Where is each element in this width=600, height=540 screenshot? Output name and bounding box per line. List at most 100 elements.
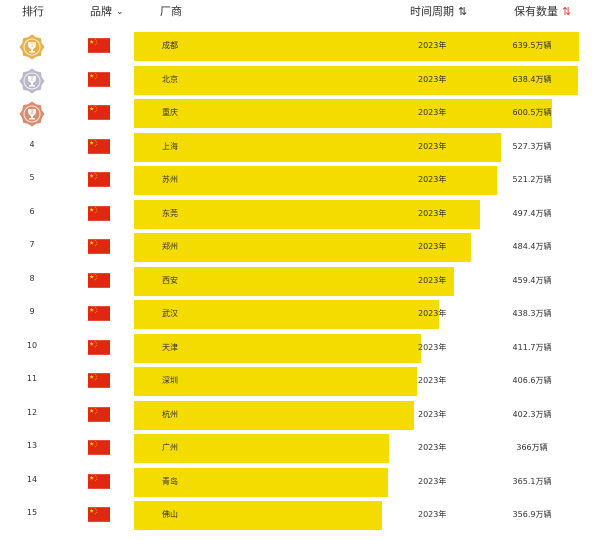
table-row[interactable]: 15 佛山 2023年 356.9万辆 bbox=[0, 499, 600, 533]
table-row[interactable]: 11 深圳 2023年 406.6万辆 bbox=[0, 365, 600, 399]
value-label: 638.4万辆 bbox=[512, 74, 552, 84]
city-label: 郑州 bbox=[162, 242, 178, 251]
bar bbox=[134, 300, 439, 329]
city-label: 天津 bbox=[162, 342, 178, 352]
header-maker: 厂商 bbox=[160, 5, 182, 18]
table-row[interactable]: 10 天津 2023年 411.7万辆 bbox=[0, 332, 600, 366]
city-label: 深圳 bbox=[162, 376, 178, 385]
value-label: 406.6万辆 bbox=[512, 376, 552, 385]
rank-number: 13 bbox=[26, 441, 38, 450]
china-flag-icon bbox=[88, 71, 110, 87]
china-flag-icon bbox=[88, 507, 110, 522]
header-count-sort[interactable]: 保有数量 ⇅ bbox=[514, 3, 571, 19]
rank-number: 10 bbox=[26, 340, 38, 350]
value-label: 402.3万辆 bbox=[512, 409, 552, 419]
period-label: 2023年 bbox=[418, 108, 447, 117]
chevron-down-icon: ⌄ bbox=[116, 7, 124, 17]
city-label: 西安 bbox=[162, 275, 178, 285]
china-flag-icon bbox=[88, 440, 110, 455]
bar bbox=[134, 467, 389, 497]
value-label: 639.5万辆 bbox=[512, 41, 552, 50]
table-row[interactable]: 13 广州 2023年 366万辆 bbox=[0, 432, 600, 466]
rank-number: 9 bbox=[29, 307, 35, 316]
table-row[interactable]: 1 成都 2023年 639.5万辆 bbox=[0, 30, 600, 64]
value-label: 459.4万辆 bbox=[512, 275, 552, 285]
city-label: 成都 bbox=[162, 41, 178, 50]
svg-text:3: 3 bbox=[31, 110, 34, 116]
header-rank: 排行 bbox=[22, 5, 44, 18]
value-label: 366万辆 bbox=[516, 443, 548, 452]
table-row[interactable]: 9 武汉 2023年 438.3万辆 bbox=[0, 298, 600, 332]
china-flag-icon bbox=[88, 272, 110, 288]
value-label: 484.4万辆 bbox=[512, 242, 552, 251]
table-row[interactable]: 12 杭州 2023年 402.3万辆 bbox=[0, 399, 600, 433]
bar bbox=[134, 166, 497, 195]
header-brand-filter[interactable]: 品牌 ⌄ bbox=[90, 3, 124, 19]
bar bbox=[134, 400, 414, 430]
china-flag-icon bbox=[88, 239, 110, 254]
rank-number: 5 bbox=[29, 173, 35, 182]
rank-number: 6 bbox=[29, 206, 35, 216]
china-flag-icon bbox=[88, 172, 110, 187]
china-flag-icon bbox=[88, 105, 110, 120]
svg-text:2: 2 bbox=[31, 76, 34, 82]
table-row[interactable]: 5 苏州 2023年 521.2万辆 bbox=[0, 164, 600, 198]
bar bbox=[134, 434, 389, 463]
period-label: 2023年 bbox=[418, 376, 447, 385]
table-row[interactable]: 7 郑州 2023年 484.4万辆 bbox=[0, 231, 600, 265]
period-label: 2023年 bbox=[418, 208, 447, 218]
period-label: 2023年 bbox=[418, 510, 447, 519]
period-label: 2023年 bbox=[418, 74, 447, 84]
bar bbox=[134, 501, 383, 530]
china-flag-icon bbox=[88, 473, 110, 489]
value-label: 521.2万辆 bbox=[512, 175, 552, 184]
rank-number: 11 bbox=[26, 374, 38, 383]
city-label: 北京 bbox=[162, 74, 178, 84]
value-label: 527.3万辆 bbox=[512, 141, 552, 151]
header-period-sort[interactable]: 时间周期 ⇅ bbox=[410, 3, 467, 19]
period-label: 2023年 bbox=[418, 141, 447, 151]
bar bbox=[134, 99, 552, 128]
period-label: 2023年 bbox=[418, 275, 447, 285]
sort-arrows-icon: ⇅ bbox=[458, 5, 468, 18]
trophy-medal-icon: 1 bbox=[19, 34, 45, 60]
period-label: 2023年 bbox=[418, 476, 447, 486]
value-label: 438.3万辆 bbox=[512, 309, 552, 318]
rank-number: 8 bbox=[29, 273, 35, 283]
bar bbox=[134, 32, 579, 61]
period-label: 2023年 bbox=[418, 242, 447, 251]
table-row[interactable]: 6 东莞 2023年 497.4万辆 bbox=[0, 198, 600, 232]
city-label: 武汉 bbox=[162, 309, 178, 318]
period-label: 2023年 bbox=[418, 342, 447, 352]
rank-number: 12 bbox=[26, 407, 38, 417]
header-count-label: 保有数量 bbox=[514, 5, 558, 18]
city-label: 杭州 bbox=[162, 409, 178, 419]
china-flag-icon bbox=[88, 306, 110, 321]
period-label: 2023年 bbox=[418, 175, 447, 184]
city-label: 广州 bbox=[162, 443, 178, 452]
value-label: 411.7万辆 bbox=[512, 342, 552, 352]
bar bbox=[134, 199, 481, 229]
city-label: 青岛 bbox=[162, 476, 178, 486]
table-row[interactable]: 14 青岛 2023年 365.1万辆 bbox=[0, 466, 600, 500]
value-label: 600.5万辆 bbox=[512, 108, 552, 117]
bar bbox=[134, 367, 417, 396]
table-row[interactable]: 3 重庆 2023年 600.5万辆 bbox=[0, 97, 600, 131]
china-flag-icon bbox=[88, 205, 110, 221]
trophy-medal-icon: 3 bbox=[19, 101, 45, 127]
china-flag-icon bbox=[88, 339, 110, 355]
bar bbox=[134, 233, 472, 262]
header-brand-label: 品牌 bbox=[90, 5, 112, 18]
table-header: 排行 品牌 ⌄ 厂商 时间周期 ⇅ 保有数量 ⇅ bbox=[0, 0, 600, 22]
period-label: 2023年 bbox=[418, 309, 447, 318]
rank-number: 14 bbox=[26, 474, 38, 484]
value-label: 356.9万辆 bbox=[512, 510, 552, 519]
svg-text:1: 1 bbox=[31, 43, 34, 49]
rank-number: 4 bbox=[29, 139, 35, 149]
table-row[interactable]: 2 北京 2023年 638.4万辆 bbox=[0, 64, 600, 98]
table-row[interactable]: 4 上海 2023年 527.3万辆 bbox=[0, 131, 600, 165]
china-flag-icon bbox=[88, 38, 110, 53]
rank-number: 15 bbox=[26, 508, 38, 517]
bar bbox=[134, 333, 421, 363]
table-row[interactable]: 8 西安 2023年 459.4万辆 bbox=[0, 265, 600, 299]
